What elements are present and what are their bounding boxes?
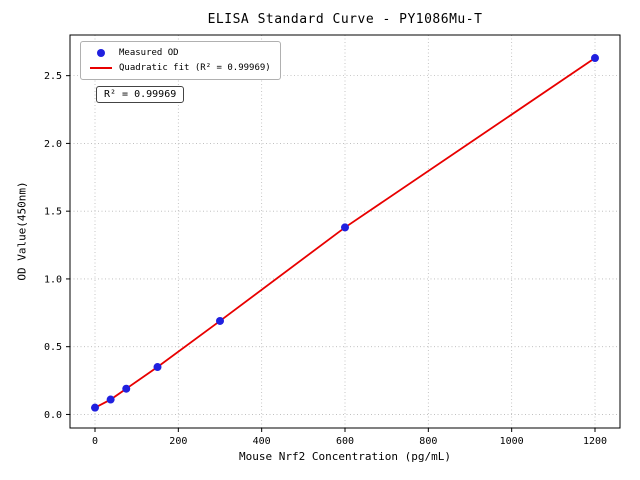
x-tick-label: 400 xyxy=(253,436,271,447)
r-squared-annotation: R² = 0.99969 xyxy=(96,86,185,103)
y-axis-label: OD Value(450nm) xyxy=(15,181,29,281)
x-tick-label: 1200 xyxy=(583,436,607,447)
x-axis-label: Mouse Nrf2 Concentration (pg/mL) xyxy=(239,450,451,463)
x-tick-label: 1000 xyxy=(500,436,524,447)
fit-line xyxy=(94,57,596,409)
data-point xyxy=(341,223,349,232)
legend-marker-line xyxy=(90,67,112,69)
data-point xyxy=(106,395,115,404)
data-point xyxy=(91,403,99,412)
x-tick-label: 600 xyxy=(336,436,354,447)
y-tick-label: 0.0 xyxy=(44,410,62,421)
legend-item: Quadratic fit (R² = 0.99969) xyxy=(90,63,271,73)
x-tick-label: 800 xyxy=(419,436,437,447)
y-tick-label: 2.0 xyxy=(44,139,62,150)
data-point xyxy=(216,316,224,325)
legend-marker-dot xyxy=(97,49,105,57)
data-point xyxy=(591,54,599,63)
data-point xyxy=(153,363,162,372)
x-tick-label: 200 xyxy=(169,436,187,447)
y-tick-label: 1.5 xyxy=(44,207,62,218)
y-tick-label: 0.5 xyxy=(44,342,62,353)
x-tick-label: 0 xyxy=(92,436,98,447)
y-tick-label: 1.0 xyxy=(44,274,62,285)
legend: Measured OD Quadratic fit (R² = 0.99969) xyxy=(80,41,281,80)
legend-item: Measured OD xyxy=(90,48,271,58)
legend-label: Measured OD xyxy=(119,48,179,58)
chart-title: ELISA Standard Curve - PY1086Mu-T xyxy=(207,12,483,27)
data-point xyxy=(122,384,131,393)
y-tick-label: 2.5 xyxy=(44,71,62,82)
legend-label: Quadratic fit (R² = 0.99969) xyxy=(119,63,271,73)
